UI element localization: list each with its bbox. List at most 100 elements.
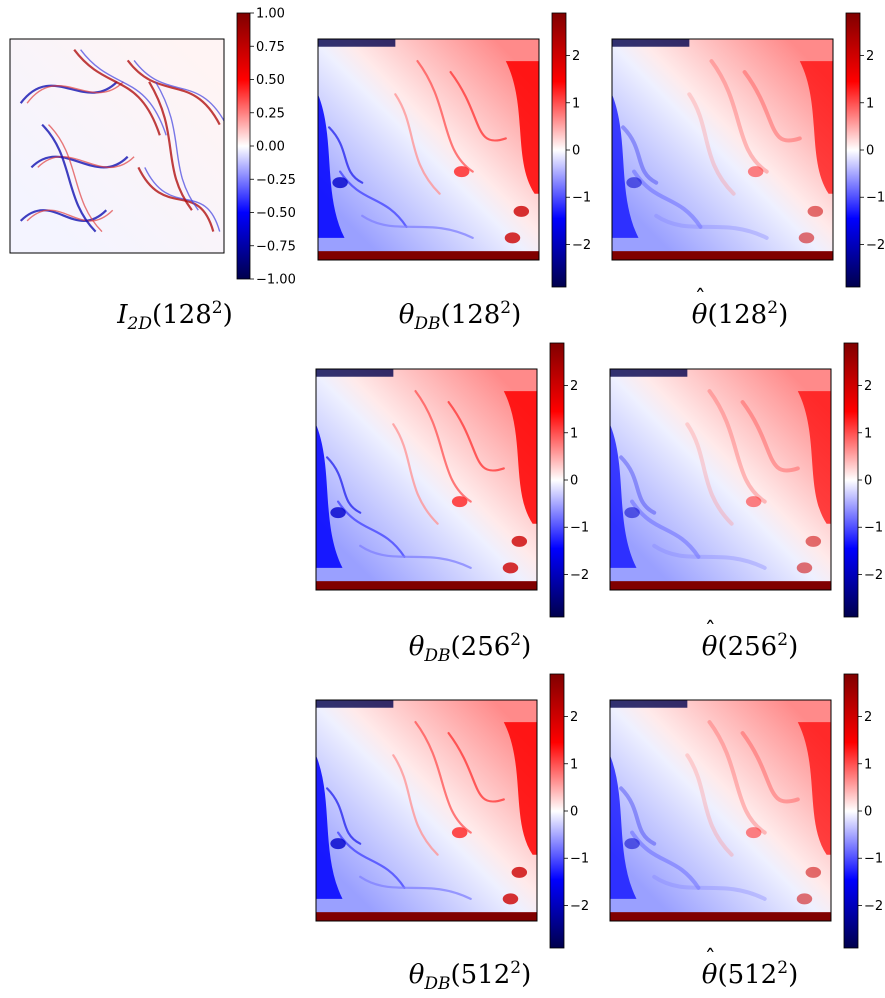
heatmap-image	[316, 700, 537, 921]
temperature-filament	[652, 543, 767, 570]
panel-theta-hat-256: 2 1 0 −1 −2	[608, 340, 883, 625]
temperature-filament	[709, 59, 769, 174]
thermal-blob	[796, 562, 813, 574]
temperature-filament	[685, 753, 734, 857]
colorbar	[845, 12, 861, 288]
noise-filament	[148, 81, 193, 211]
thermal-blob	[798, 232, 815, 244]
caption-res: 256	[727, 632, 778, 662]
colorbar-tick-label: −1	[572, 191, 591, 206]
temperature-filament	[447, 401, 505, 472]
temperature-filament	[326, 787, 362, 845]
hot-plume	[797, 391, 831, 524]
temperature-filament	[414, 721, 472, 834]
heatmap-svg: 2 1 0 −1 −2	[611, 12, 885, 288]
caption-exp: 2	[777, 958, 789, 978]
heatmap-background	[10, 39, 224, 253]
panel-theta-hat-512: 2 1 0 −1 −2	[608, 671, 883, 956]
cold-plume	[610, 424, 637, 568]
noise-filament	[26, 209, 114, 222]
cold-plume	[316, 424, 343, 568]
axes-frame	[315, 368, 538, 591]
noise-filament	[48, 124, 103, 233]
temperature-filament	[707, 720, 767, 835]
colorbar-tick-label: −1.00	[256, 273, 296, 288]
colorbar	[551, 12, 567, 288]
temperature-filament	[449, 71, 507, 142]
panel-theta-hat-128: 2 1 0 −1 −2	[610, 10, 885, 295]
thermal-blob	[332, 177, 348, 189]
temperature-filament	[619, 786, 657, 846]
heatmap-svg: 1.00 0.75 0.50 0.25 0.00 −0.25 −0.50 −0.75 −1.00	[9, 7, 296, 288]
colorbar-tick-label: −2	[866, 238, 885, 253]
hot-plume	[505, 61, 539, 194]
colorbar	[843, 673, 859, 949]
temperature-filament	[361, 214, 474, 239]
temperature-filament	[414, 390, 472, 503]
thermal-blob	[624, 507, 640, 519]
caption-res: 256	[460, 632, 511, 662]
thermal-blob	[745, 496, 762, 508]
caption-sub: DB	[414, 314, 441, 334]
heatmap-svg: 2 1 0 −1 −2	[315, 673, 589, 949]
colorbar-tick-label: −1	[866, 191, 885, 206]
colorbar-tick-label: 0	[864, 474, 872, 489]
noise-filament	[144, 167, 221, 232]
thermal-blob	[451, 496, 468, 508]
cold-plume	[318, 94, 345, 238]
colorbar-tick-label: 0	[572, 144, 580, 159]
heatmap-image	[318, 39, 539, 260]
colorbar-tick-label: −2	[864, 568, 883, 583]
colorbar	[549, 673, 565, 949]
temperature-filament	[685, 422, 734, 526]
hot-boundary-layer	[316, 912, 537, 921]
colorbar-tick-label: −1	[570, 852, 589, 867]
thermal-blob	[502, 562, 519, 574]
cold-boundary-layer	[318, 39, 396, 47]
temperature-filament	[742, 70, 802, 143]
heatmap-image	[610, 369, 831, 590]
temperature-filament	[359, 544, 472, 569]
caption-exp: 2	[211, 298, 223, 318]
colorbar-tick-label: 1	[572, 96, 580, 111]
cold-boundary-layer	[316, 700, 394, 708]
caption-theta-hat-128: θ(1282)	[640, 287, 840, 330]
colorbar-tick-label: 2	[866, 49, 874, 64]
colorbar-tick-label: 1	[864, 426, 872, 441]
colorbar	[843, 342, 859, 618]
cold-boundary-layer	[612, 39, 690, 47]
thermal-blob	[330, 838, 346, 850]
thermal-blob	[511, 535, 528, 547]
hot-plume	[797, 722, 831, 855]
colorbar-tick-label: 1	[864, 757, 872, 772]
colorbar-tick-label: −0.50	[256, 206, 296, 221]
caption-sym: θ	[408, 632, 425, 662]
heatmap-image	[612, 39, 833, 260]
temperature-filament	[416, 60, 474, 173]
heatmap-background	[316, 369, 537, 590]
colorbar-tick-label: −1	[570, 521, 589, 536]
hot-boundary-layer	[610, 912, 831, 921]
temperature-filament	[359, 875, 472, 900]
caption-sym: θ	[702, 947, 718, 990]
caption-sym: I	[117, 300, 128, 330]
temperature-filament	[392, 423, 439, 525]
hot-boundary-layer	[610, 581, 831, 590]
temperature-filament	[447, 732, 505, 803]
temperature-filament	[740, 400, 800, 473]
colorbar-tick-label: 2	[864, 379, 872, 394]
temperature-filament	[394, 93, 441, 195]
thermal-blob	[451, 827, 468, 839]
colorbar-tick-label: −0.75	[256, 239, 296, 254]
hot-plume	[503, 391, 537, 524]
colorbar-tick-label: 1.00	[256, 7, 285, 22]
caption-sym: θ	[408, 960, 425, 990]
colorbar-tick-label: 2	[572, 49, 580, 64]
caption-res: 512	[727, 960, 778, 990]
heatmap-svg: 2 1 0 −1 −2	[609, 673, 883, 949]
temperature-filament	[740, 731, 800, 804]
temperature-filament	[654, 213, 769, 240]
colorbar-tick-label: 1	[570, 757, 578, 772]
noise-filament	[154, 81, 199, 211]
colorbar-tick-label: −0.25	[256, 173, 296, 188]
